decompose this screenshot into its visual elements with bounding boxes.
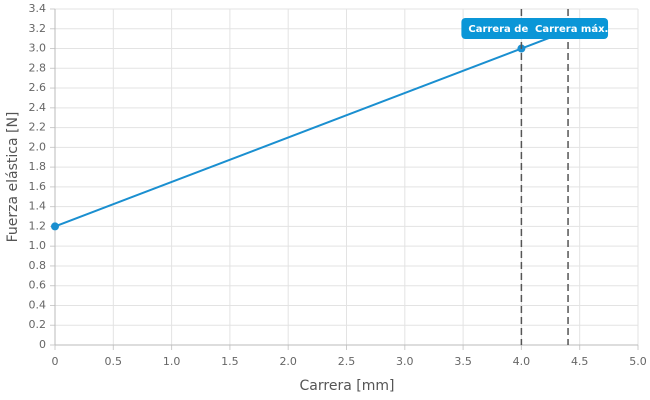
- y-tick-label: 3.2: [29, 22, 47, 35]
- y-tick-label: 2.4: [29, 101, 47, 114]
- x-tick-label: 4.5: [571, 355, 589, 368]
- y-tick-label: 0.4: [29, 298, 47, 311]
- reference-label-text: Carrera máx.: [535, 23, 608, 35]
- y-tick-label: 1.6: [29, 180, 47, 193]
- y-tick-label: 2.8: [29, 61, 47, 74]
- data-line: [54, 29, 569, 228]
- x-axis-title: Carrera [mm]: [300, 378, 395, 394]
- reference-label-text: Carrera de: [468, 24, 528, 35]
- y-tick-label: 0: [39, 338, 46, 351]
- label-box: [528, 18, 609, 39]
- y-tick-label: 2.6: [29, 81, 47, 94]
- y-tick-label: 0.2: [29, 318, 47, 331]
- x-tick-label: 0: [52, 355, 59, 368]
- y-tick-label: 1.2: [29, 219, 47, 232]
- y-tick-label: 0.8: [29, 259, 47, 272]
- y-axis-title: Fuerza elástica [N]: [5, 112, 21, 243]
- y-tick-label: 1.0: [29, 239, 47, 252]
- x-tick-label: 0.5: [105, 355, 123, 368]
- data-point: [51, 222, 59, 231]
- x-tick-label: 2.0: [279, 355, 297, 368]
- x-tick-label: 1.0: [163, 355, 181, 368]
- x-tick-label: 5.0: [629, 355, 647, 368]
- x-tick-label: 4.0: [513, 355, 531, 368]
- x-tick-label: 1.5: [221, 355, 239, 368]
- y-tick-label: 2.2: [29, 121, 47, 134]
- y-tick-label: 3.4: [29, 2, 47, 15]
- y-tick-label: 1.8: [29, 160, 47, 173]
- y-tick-label: 1.4: [29, 200, 47, 213]
- x-tick-label: 3.0: [396, 355, 414, 368]
- y-tick-label: 3.0: [29, 42, 47, 55]
- x-tick-label: 3.5: [454, 355, 472, 368]
- y-tick-label: 2.0: [29, 140, 47, 153]
- reference-label: Carrera máx.: [528, 18, 608, 39]
- y-tick-label: 0.6: [29, 279, 47, 292]
- x-tick-label: 2.5: [338, 355, 356, 368]
